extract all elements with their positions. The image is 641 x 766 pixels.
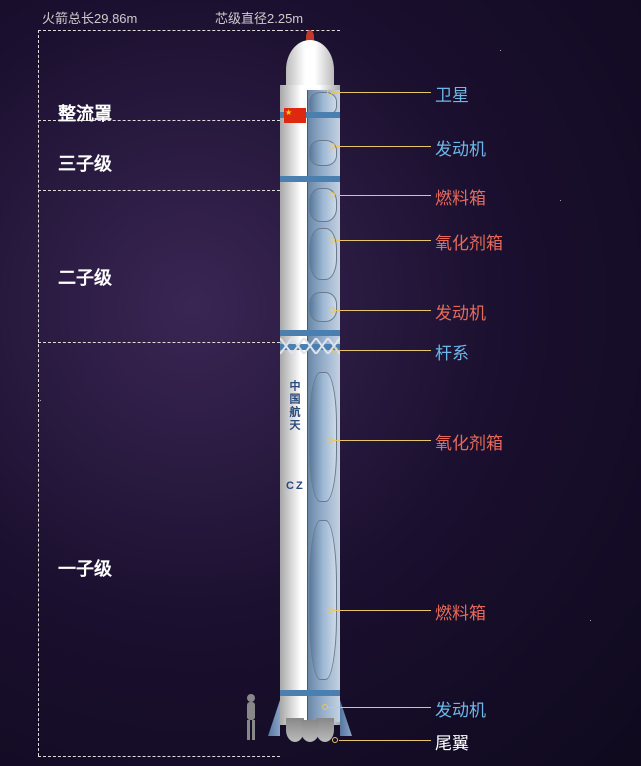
body-text-main: 中国航天 [286,380,302,432]
callout-label-engine-s2: 发动机 [435,299,486,324]
callout-label-oxidizer-s1: 氧化剂箱 [435,429,503,454]
callout-dot-fueltank-s1 [327,607,333,613]
separation-band [280,330,340,336]
callout-label-fueltank-s2: 燃料箱 [435,184,486,209]
stage1-fuel-tank [309,520,337,680]
callout-dot-oxidizer-s2 [329,237,335,243]
callout-label-truss: 杆系 [435,339,469,364]
callout-dot-fin [332,737,338,743]
stage1-oxidizer-tank [309,372,337,502]
china-flag: ★ [284,108,306,123]
callout-line-fin [339,740,431,741]
callout-line-oxidizer-s2 [336,240,431,241]
callout-line-truss [339,350,431,351]
callout-label-oxidizer-s2: 氧化剂箱 [435,229,503,254]
tail-fin [340,700,352,736]
engine-bell [301,720,319,742]
rocket-diagram: ★ 中国航天 CZ [0,0,641,766]
callout-dot-oxidizer-s1 [327,437,333,443]
callout-label-engine-s3: 发动机 [435,135,486,160]
interstage-truss [280,338,340,354]
callout-dot-satellite [327,89,333,95]
callout-line-engine-s1 [329,707,431,708]
callout-line-oxidizer-s1 [334,440,431,441]
callout-dot-engine-s1 [322,704,328,710]
body-text-cz: CZ [286,480,305,492]
callout-label-satellite: 卫星 [435,81,469,106]
stage2-oxidizer-tank [309,228,337,280]
human-scale-icon [242,693,260,743]
callout-line-fueltank-s1 [334,610,431,611]
callout-label-engine-s1: 发动机 [435,696,486,721]
callout-line-engine-s2 [336,310,431,311]
tail-fin [268,700,280,736]
callout-label-fin: 尾翼 [435,729,469,754]
callout-label-fueltank-s1: 燃料箱 [435,599,486,624]
callout-dot-fueltank-s2 [329,192,335,198]
callout-dot-engine-s3 [329,143,335,149]
separation-band [280,690,340,696]
callout-dot-engine-s2 [329,307,335,313]
callout-line-engine-s3 [336,146,431,147]
separation-band [280,176,340,182]
callout-line-satellite [334,92,431,93]
callout-line-fueltank-s2 [336,195,431,196]
callout-dot-truss [332,347,338,353]
